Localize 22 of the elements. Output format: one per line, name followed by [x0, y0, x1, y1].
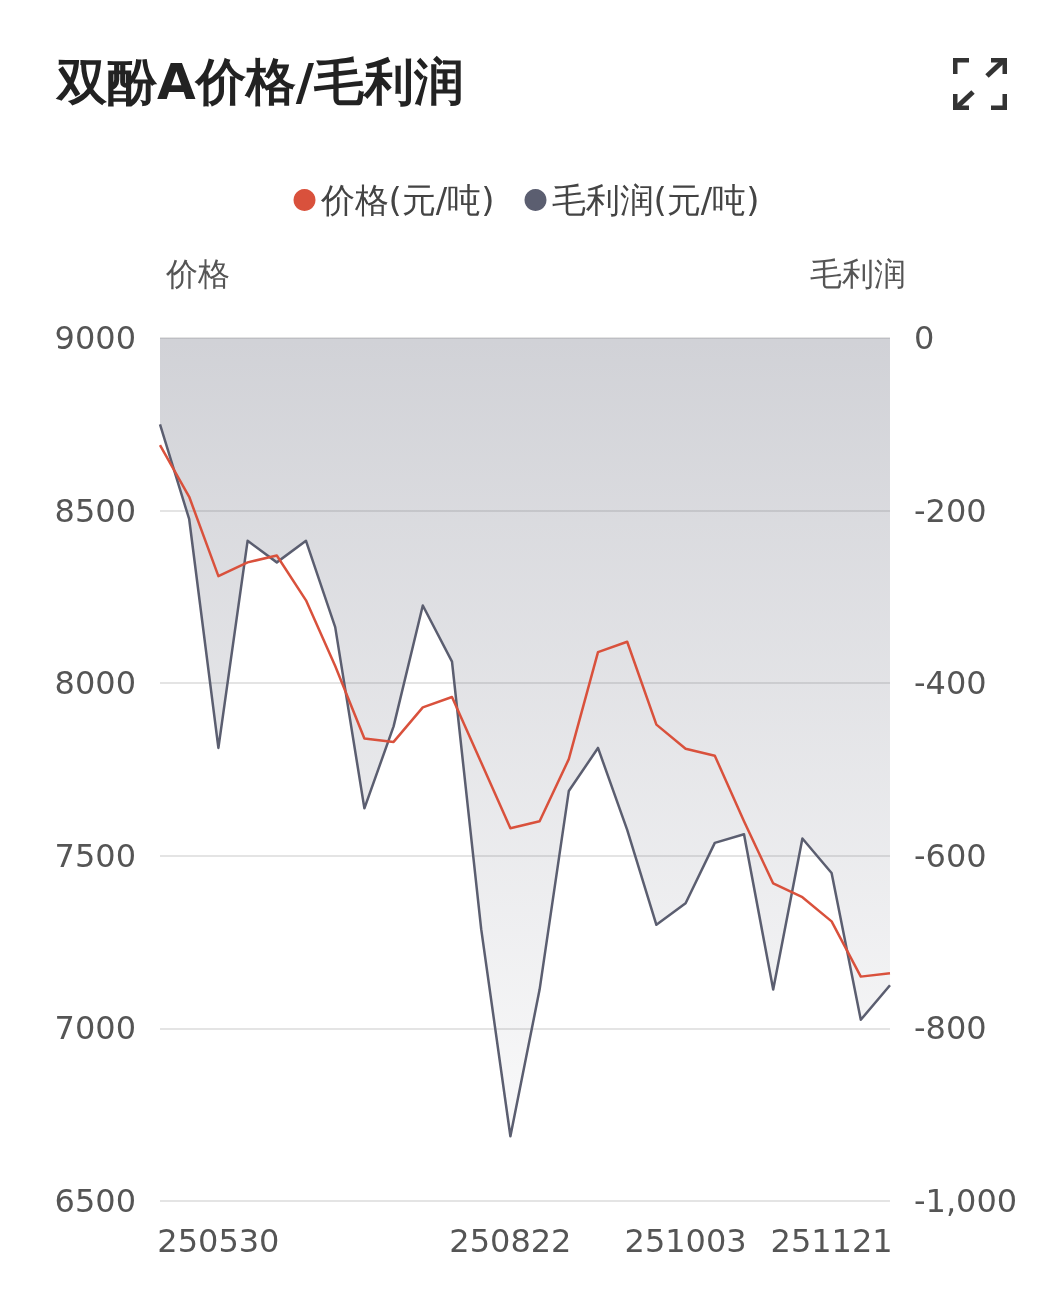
y2-tick-label: -1,000 — [914, 1182, 1018, 1220]
y-tick-label: 8000 — [54, 664, 136, 703]
line-series — [158, 443, 892, 978]
y2-axis-title: 毛利润 — [810, 255, 906, 293]
y2-tick-label: -400 — [914, 664, 987, 703]
y-tick-label: 9000 — [54, 319, 136, 357]
x-tick-label: 251003 — [624, 1222, 747, 1260]
y-tick-label: 7000 — [54, 1009, 136, 1048]
chart-title: 双酚A价格/毛利润 — [55, 53, 464, 111]
y2-tick-label: -200 — [914, 491, 987, 530]
y-tick-label: 7500 — [54, 836, 136, 875]
y-tick-label: 6500 — [54, 1182, 136, 1220]
x-tick-label: 250822 — [449, 1222, 572, 1260]
legend-label: 价格(元/吨) — [319, 180, 495, 220]
y-tick-label: 8500 — [54, 491, 136, 530]
y-axis-title: 价格 — [165, 255, 230, 293]
x-tick-label: 251121 — [770, 1222, 893, 1260]
y2-tick-label: 0 — [914, 319, 935, 357]
y2-tick-label: -800 — [914, 1009, 987, 1048]
legend-label: 毛利润(元/吨) — [551, 180, 760, 220]
y2-tick-label: -600 — [914, 836, 987, 875]
x-tick-label: 250530 — [157, 1222, 280, 1260]
